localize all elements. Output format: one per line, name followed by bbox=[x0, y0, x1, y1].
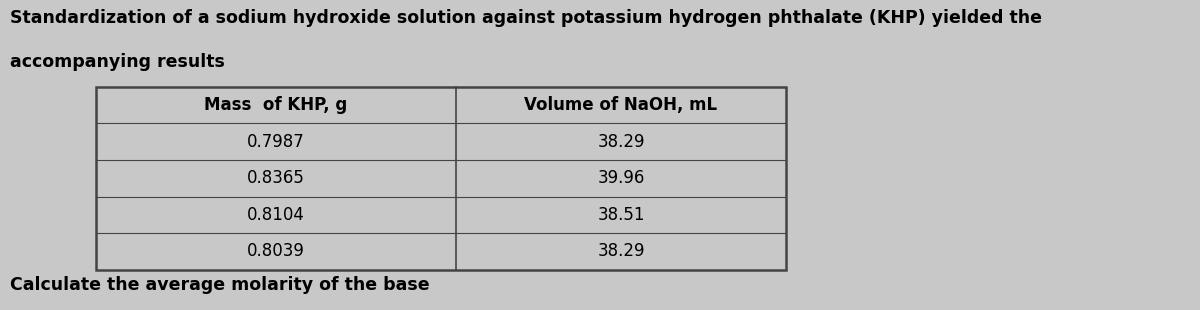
Text: 0.7987: 0.7987 bbox=[247, 133, 305, 151]
Text: 38.29: 38.29 bbox=[598, 242, 644, 260]
Text: Mass  of KHP, g: Mass of KHP, g bbox=[204, 96, 348, 114]
Text: Standardization of a sodium hydroxide solution against potassium hydrogen phthal: Standardization of a sodium hydroxide so… bbox=[10, 9, 1042, 27]
Text: Volume of NaOH, mL: Volume of NaOH, mL bbox=[524, 96, 718, 114]
Text: 0.8104: 0.8104 bbox=[247, 206, 305, 224]
Text: Calculate the average molarity of the base: Calculate the average molarity of the ba… bbox=[10, 277, 430, 294]
Text: 38.29: 38.29 bbox=[598, 133, 644, 151]
Text: accompanying results: accompanying results bbox=[10, 53, 224, 71]
Text: 38.51: 38.51 bbox=[598, 206, 644, 224]
Text: 0.8365: 0.8365 bbox=[247, 169, 305, 187]
Text: 39.96: 39.96 bbox=[598, 169, 644, 187]
Bar bbox=[96, 87, 786, 270]
Text: 0.8039: 0.8039 bbox=[247, 242, 305, 260]
